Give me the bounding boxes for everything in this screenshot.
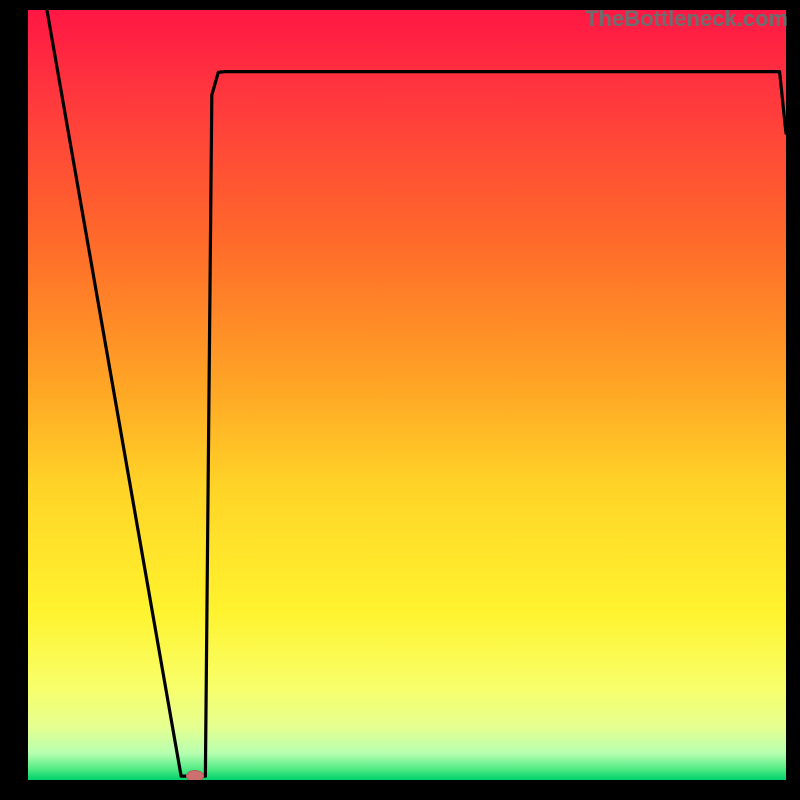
bottleneck-curve bbox=[28, 10, 786, 780]
plot-area bbox=[28, 10, 786, 780]
valley-marker bbox=[186, 770, 204, 780]
chart-frame: TheBottleneck.com bbox=[0, 0, 800, 800]
